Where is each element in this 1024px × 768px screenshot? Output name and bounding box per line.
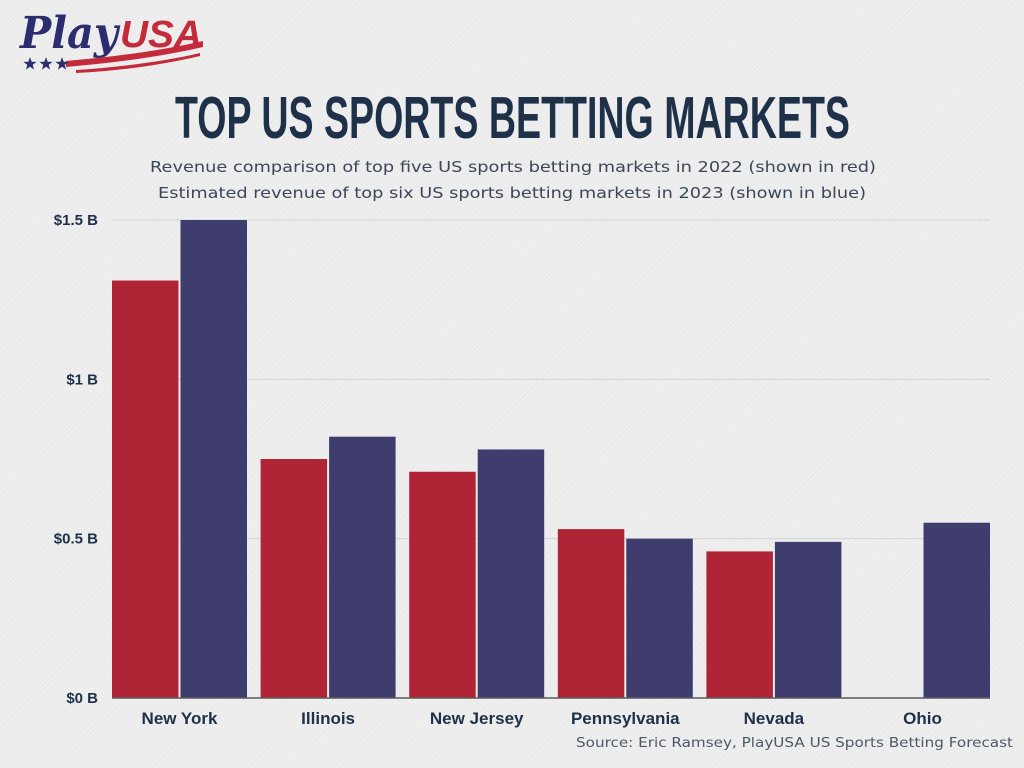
x-category-label: Pennsylvania (571, 709, 680, 728)
chart-subtitle-line-2: Estimated revenue of top six US sports b… (158, 184, 866, 202)
bar-illinois-series-2 (329, 436, 396, 698)
y-tick-label: $1.5 B (54, 212, 98, 229)
bar-nevada-series-1 (706, 551, 773, 698)
bar-nevada-series-2 (774, 541, 842, 698)
source-note: Source: Eric Ramsey, PlayUSA US Sports B… (576, 735, 1013, 751)
x-category-label: Nevada (744, 709, 805, 728)
chart-subtitle-line-1: Revenue comparison of top five US sports… (150, 158, 876, 176)
bar-new-york-series-1 (112, 280, 179, 698)
gridlines (112, 219, 990, 540)
logo-star-icon (23, 57, 37, 70)
logo-stripe-bottom (76, 53, 200, 73)
x-category-label: Ohio (903, 709, 942, 728)
bar-pennsylvania-series-1 (557, 529, 625, 698)
bars (112, 220, 990, 698)
axes: $0 B $0.5 B $1 B $1.5 B New York Illinois New … (54, 212, 990, 728)
x-category-label: New Jersey (430, 709, 524, 728)
logo-play-text: Play (18, 8, 121, 59)
bar-new-york-series-2 (180, 220, 247, 698)
x-category-label: New York (142, 709, 218, 728)
x-category-label: Illinois (301, 709, 355, 728)
bar-ohio-series-2 (923, 522, 990, 698)
y-tick-label: $0 B (66, 690, 98, 707)
bar-pennsylvania-series-2 (626, 538, 693, 698)
bar-illinois-series-1 (260, 459, 328, 698)
logo-stripe-top (66, 41, 203, 67)
bar-new-jersey-series-1 (409, 471, 476, 698)
logo-star-icon (55, 57, 69, 70)
chart-title: TOP US SPORTS BETTING MARKETS (175, 85, 850, 151)
y-tick-label: $1 B (66, 371, 98, 388)
playusa-logo: Play USA (18, 8, 203, 73)
logo-star-icon (39, 57, 53, 70)
bar-new-jersey-series-2 (477, 449, 545, 698)
y-tick-label: $0.5 B (54, 531, 98, 548)
